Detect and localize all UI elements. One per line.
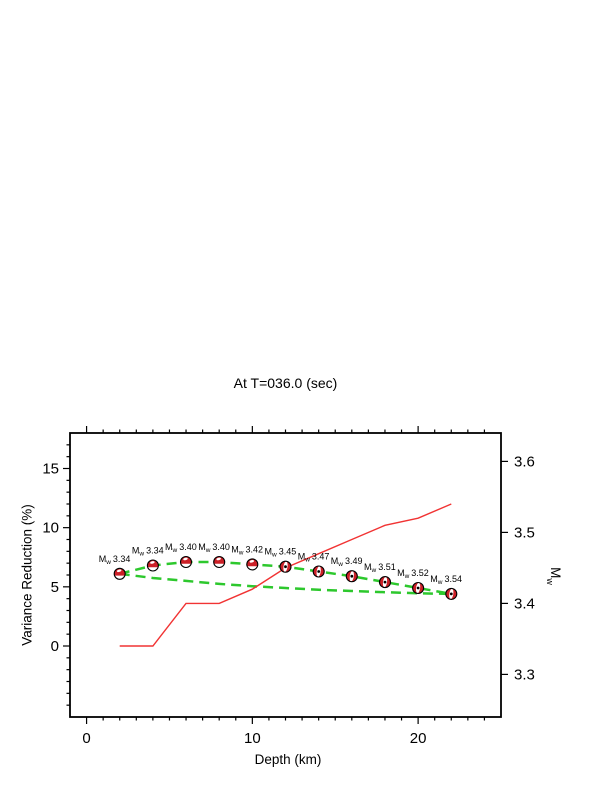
focal-mechanism-ball: [378, 576, 392, 589]
beachball-label: Mw 3.45: [265, 547, 297, 559]
mw-tick-label: 3.6: [514, 453, 535, 470]
beachball-label: Mw 3.42: [231, 544, 263, 556]
x-tick-label: 20: [410, 730, 427, 747]
focal-mechanism-ball: [113, 567, 126, 580]
beachball-label: Mw 3.40: [198, 542, 230, 554]
mw-tick-label: 3.4: [514, 595, 535, 612]
x-axis-label: Depth (km): [254, 752, 322, 767]
mw-tick-label: 3.3: [514, 666, 535, 683]
focal-mechanism-ball: [179, 555, 193, 569]
x-tick-label: 10: [244, 730, 261, 747]
beachball-label: Mw 3.40: [165, 542, 197, 554]
focal-mechanism-ball: [412, 581, 425, 595]
focal-mechanism-ball: [279, 560, 292, 573]
vr-tick-label: 15: [42, 461, 59, 478]
beachball-label: Mw 3.52: [397, 568, 429, 580]
mw-label-main: M: [547, 567, 563, 579]
focal-mechanism-ball: [445, 587, 458, 600]
vr-series-lower: [119, 572, 452, 596]
y-axis-label-left: Variance Reduction (%): [19, 504, 35, 646]
beachball-label: Mw 3.54: [430, 574, 462, 586]
focal-mechanism-ball: [146, 559, 159, 572]
chart-title: At T=036.0 (sec): [233, 375, 338, 391]
focal-mechanism-ball: [345, 570, 358, 583]
beachball-label: Mw 3.47: [298, 552, 330, 564]
focal-mechanism-ball: [246, 558, 259, 571]
beachball-label: Mw 3.49: [331, 556, 363, 568]
mw-label-sub: w: [545, 578, 556, 585]
vr-tick-label: 0: [51, 638, 59, 655]
beachball-label: Mw 3.51: [364, 562, 396, 574]
beachball-label: Mw 3.34: [99, 554, 131, 566]
y-axis-label-right: Mw: [545, 567, 563, 585]
vr-tick-label: 10: [42, 520, 59, 537]
beachball-label: Mw 3.34: [132, 546, 164, 558]
focal-mechanism-ball: [213, 555, 226, 569]
vr-tick-label: 5: [51, 579, 59, 596]
focal-mechanism-ball: [312, 565, 325, 578]
mw-tick-label: 3.5: [514, 524, 535, 541]
x-tick-label: 0: [82, 730, 90, 747]
